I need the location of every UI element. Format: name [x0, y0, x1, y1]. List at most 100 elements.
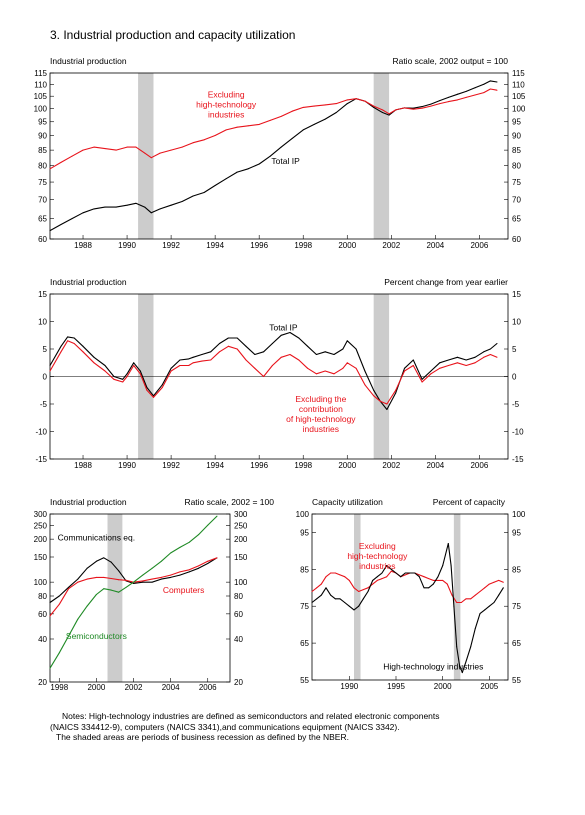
series-point-1 — [367, 590, 369, 592]
x-tick-label: 2004 — [162, 683, 180, 692]
series-point-1 — [60, 351, 62, 353]
series-point-1 — [93, 362, 95, 364]
series-point-1 — [214, 135, 216, 137]
series-point-0 — [179, 359, 181, 361]
series-point-1 — [95, 576, 97, 578]
y-tick-label-right: 20 — [234, 678, 243, 687]
notes-line-3: The shaded areas are periods of business… — [56, 732, 349, 742]
series-point-1 — [49, 168, 51, 170]
series-point-0 — [339, 574, 341, 576]
series-point-1 — [210, 359, 212, 361]
series-point-1 — [386, 565, 388, 567]
y-tick-label-left: -5 — [40, 400, 48, 409]
series-point-1 — [432, 583, 434, 585]
series-point-0 — [179, 574, 181, 576]
series-point-0 — [93, 356, 95, 358]
y-tick-label-left: 60 — [38, 610, 47, 619]
series-point-0 — [324, 351, 326, 353]
y-tick-label-right: 85 — [512, 146, 521, 155]
y-tick-label-right: 75 — [512, 602, 521, 611]
series-point-0 — [271, 343, 273, 344]
series-point-1 — [118, 579, 120, 581]
annotation-line: industries — [303, 424, 339, 434]
y-tick-label-left: 80 — [38, 162, 47, 171]
series-point-2 — [58, 652, 60, 654]
series-point-2 — [160, 560, 162, 562]
recession-shade-0 — [354, 514, 361, 680]
x-tick-label: 1998 — [50, 683, 68, 692]
series-point-0 — [291, 137, 293, 139]
series-point-1 — [271, 365, 273, 366]
series-point-0 — [135, 202, 137, 204]
series-point-0 — [113, 376, 115, 377]
series-point-0 — [460, 602, 462, 604]
series-point-1 — [493, 602, 495, 604]
x-tick-label: 1998 — [294, 241, 312, 250]
series-point-0 — [67, 336, 69, 338]
annotation-excluding: Excluding high-technology industries — [196, 89, 257, 119]
series-point-0 — [376, 579, 378, 581]
series-point-0 — [448, 96, 450, 98]
series-point-1 — [113, 378, 115, 380]
y-tick-label-right: 10 — [512, 318, 521, 327]
annotation-line: Excluding — [208, 89, 245, 99]
series-point-0 — [324, 118, 326, 120]
series-point-1 — [152, 396, 154, 398]
series-point-1 — [335, 103, 337, 105]
series-point-1 — [421, 381, 423, 383]
series-point-0 — [159, 208, 161, 210]
series-point-1 — [289, 354, 291, 355]
series-point-1 — [456, 99, 458, 101]
x-tick-label: 2006 — [199, 683, 217, 692]
y-tick-label-right: -15 — [512, 455, 524, 464]
series-point-0 — [439, 100, 441, 102]
series-point-0 — [330, 572, 332, 574]
series-point-2 — [179, 546, 181, 548]
series-line-0 — [49, 331, 498, 411]
y-tick-label-right: 250 — [234, 521, 248, 530]
series-line-1 — [49, 557, 218, 617]
series-point-1 — [489, 88, 491, 90]
series-point-0 — [192, 195, 194, 197]
series-point-1 — [458, 664, 460, 666]
series-point-1 — [470, 646, 472, 648]
series-point-2 — [188, 541, 190, 543]
series-point-0 — [214, 184, 216, 186]
series-point-1 — [372, 579, 374, 581]
series-point-0 — [404, 367, 406, 369]
y-tick-label-left: 65 — [300, 639, 309, 648]
series-point-1 — [125, 579, 127, 581]
series-point-0 — [68, 586, 70, 588]
series-point-1 — [439, 367, 441, 369]
y-tick-label-left: 105 — [34, 92, 48, 101]
series-point-1 — [430, 373, 432, 375]
series-point-1 — [245, 359, 247, 361]
series-point-1 — [474, 627, 476, 629]
series-point-0 — [118, 570, 120, 572]
series-point-1 — [395, 109, 397, 111]
plot-frame — [49, 513, 231, 683]
series-point-2 — [110, 589, 112, 591]
series-point-0 — [474, 87, 476, 89]
y-tick-label-right: 80 — [234, 592, 243, 601]
x-tick-label: 2002 — [382, 461, 400, 470]
series-point-2 — [216, 515, 218, 517]
series-line-0 — [49, 557, 218, 603]
series-point-1 — [151, 578, 153, 580]
series-point-1 — [448, 365, 450, 366]
series-point-2 — [68, 635, 70, 637]
series-point-1 — [67, 340, 69, 342]
series-point-0 — [448, 359, 450, 361]
series-point-1 — [456, 362, 458, 364]
chart-left-label: Industrial production — [50, 56, 127, 66]
series-point-0 — [170, 204, 172, 206]
annotation-computers: Computers — [163, 585, 205, 595]
annotation-line: Communications eq. — [58, 533, 135, 543]
series-point-0 — [315, 354, 317, 355]
notes: Notes: High-technology industries are de… — [50, 711, 550, 743]
series-point-1 — [353, 609, 355, 611]
series-point-1 — [161, 387, 163, 388]
series-point-1 — [104, 370, 106, 372]
series-point-1 — [170, 370, 172, 372]
plot-frame — [311, 513, 509, 681]
